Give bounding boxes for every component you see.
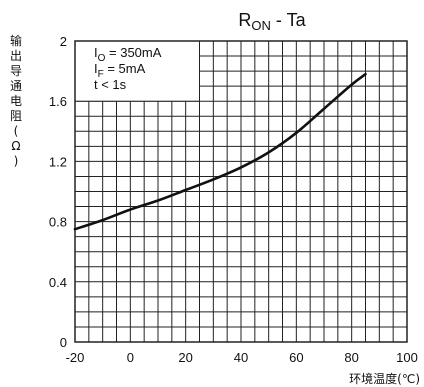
y-tick-label: 0: [60, 335, 67, 350]
ron-curve: [73, 72, 367, 231]
x-tick-label: 20: [178, 350, 192, 365]
y-axis-label-char: 阻: [9, 109, 22, 123]
condition-line: t < 1s: [94, 77, 127, 92]
plot-frame: [74, 40, 408, 343]
y-axis-label-char: 出: [9, 49, 22, 63]
y-axis-label-char: 通: [9, 79, 22, 93]
y-axis-label-char: (: [13, 124, 19, 138]
y-tick-label: 1.2: [49, 154, 67, 169]
y-axis-label-char: ): [13, 154, 19, 168]
x-tick-label: 80: [344, 350, 358, 365]
y-axis-label-char: 导: [9, 64, 22, 78]
x-tick-label: 0: [127, 350, 134, 365]
y-tick-label: 0.4: [49, 275, 67, 290]
y-tick-label: 2: [60, 34, 67, 49]
y-tick-label: 1.6: [49, 94, 67, 109]
y-axis-label-char: 电: [9, 94, 22, 108]
y-tick-label: 0.8: [49, 215, 67, 230]
y-axis-label-char: 输: [9, 34, 22, 48]
x-tick-label: 60: [289, 350, 303, 365]
x-axis-label: 环境温度(℃): [349, 371, 420, 386]
chart-title: RON - Ta: [238, 10, 306, 33]
y-axis-label-char: Ω: [11, 139, 21, 153]
x-tick-label: 40: [234, 350, 248, 365]
y-tick-labels: 0 0.4 0.8 1.2 1.6 2: [49, 34, 67, 350]
condition-line: IO = 350mA: [94, 45, 162, 64]
x-tick-label: 100: [396, 350, 418, 365]
x-tick-label: -20: [66, 350, 85, 365]
condition-line: IF = 5mA: [94, 61, 146, 80]
x-tick-labels: -20 0 20 40 60 80 100: [66, 350, 418, 365]
